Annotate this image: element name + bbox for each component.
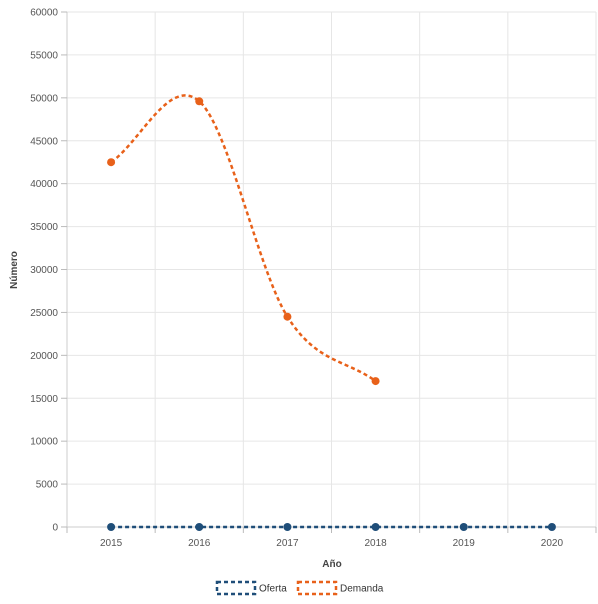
data-point-demanda[interactable] — [283, 312, 292, 321]
y-axis-ticks: 0 5000 10000 15000 20000 25000 30000 35000 40000… — [30, 8, 67, 534]
series-layer — [107, 94, 556, 531]
legend-swatch-oferta[interactable] — [215, 580, 257, 596]
x-tick-label: 2016 — [188, 538, 211, 549]
series-line-demanda — [110, 94, 377, 383]
data-point-oferta[interactable] — [459, 523, 468, 531]
y-tick-label: 55000 — [30, 50, 58, 61]
data-point-oferta[interactable] — [107, 523, 116, 531]
y-tick-label: 10000 — [30, 437, 58, 448]
legend-label-demanda[interactable]: Demanda — [340, 584, 384, 595]
data-point-oferta[interactable] — [195, 523, 204, 531]
y-tick-label: 25000 — [30, 308, 58, 319]
y-tick-label: 0 — [52, 523, 58, 534]
y-tick-label: 50000 — [30, 93, 58, 104]
y-tick-label: 30000 — [30, 265, 58, 276]
y-tick-label: 5000 — [36, 480, 59, 491]
data-point-demanda[interactable] — [107, 158, 116, 167]
x-tick-label: 2018 — [364, 538, 387, 549]
y-tick-label: 15000 — [30, 394, 58, 405]
x-tick-label: 2017 — [276, 538, 299, 549]
y-tick-label: 35000 — [30, 222, 58, 233]
data-point-oferta[interactable] — [547, 523, 556, 531]
y-axis-title: Número — [9, 251, 20, 289]
data-point-oferta[interactable] — [371, 523, 380, 531]
y-tick-label: 40000 — [30, 179, 58, 190]
x-axis-title: Año — [322, 559, 341, 570]
y-tick-label: 45000 — [30, 136, 58, 147]
legend: Oferta Demanda — [215, 580, 384, 596]
x-tick-label: 2015 — [100, 538, 123, 549]
legend-swatch-demanda[interactable] — [296, 580, 338, 596]
data-point-demanda[interactable] — [195, 97, 204, 106]
data-point-oferta[interactable] — [283, 523, 292, 531]
legend-label-oferta[interactable]: Oferta — [259, 584, 287, 595]
y-tick-label: 20000 — [30, 351, 58, 362]
x-axis-ticks: 2015 2016 2017 2018 2019 2020 — [66, 527, 597, 549]
data-point-demanda[interactable] — [371, 377, 380, 386]
y-tick-label: 60000 — [30, 8, 58, 19]
grid-lines — [67, 11, 597, 527]
x-tick-label: 2020 — [541, 538, 564, 549]
x-tick-label: 2019 — [453, 538, 476, 549]
